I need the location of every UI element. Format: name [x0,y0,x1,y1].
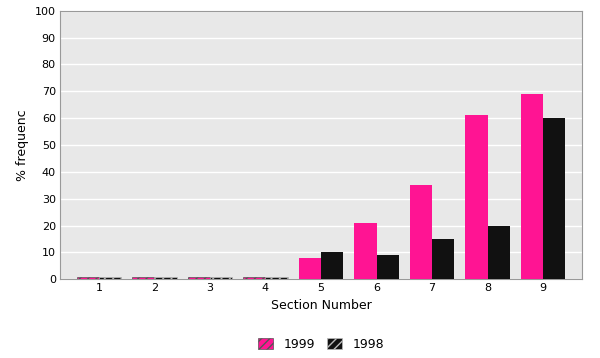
Bar [154,276,176,279]
Bar [210,276,232,279]
X-axis label: Section Number: Section Number [271,299,371,312]
Bar [265,276,287,279]
Bar [99,276,121,279]
Bar [488,226,510,279]
Bar [410,185,432,279]
Bar [355,223,377,279]
Bar [299,258,321,279]
Bar [543,118,565,279]
Bar [432,239,454,279]
Bar [466,115,488,279]
Bar [321,252,343,279]
Bar [188,276,210,279]
Bar [521,94,543,279]
Legend: 1999, 1998: 1999, 1998 [254,334,388,354]
Bar [243,276,265,279]
Bar [132,276,154,279]
Bar [377,255,399,279]
Y-axis label: % frequenc: % frequenc [16,109,29,181]
Bar [77,276,99,279]
